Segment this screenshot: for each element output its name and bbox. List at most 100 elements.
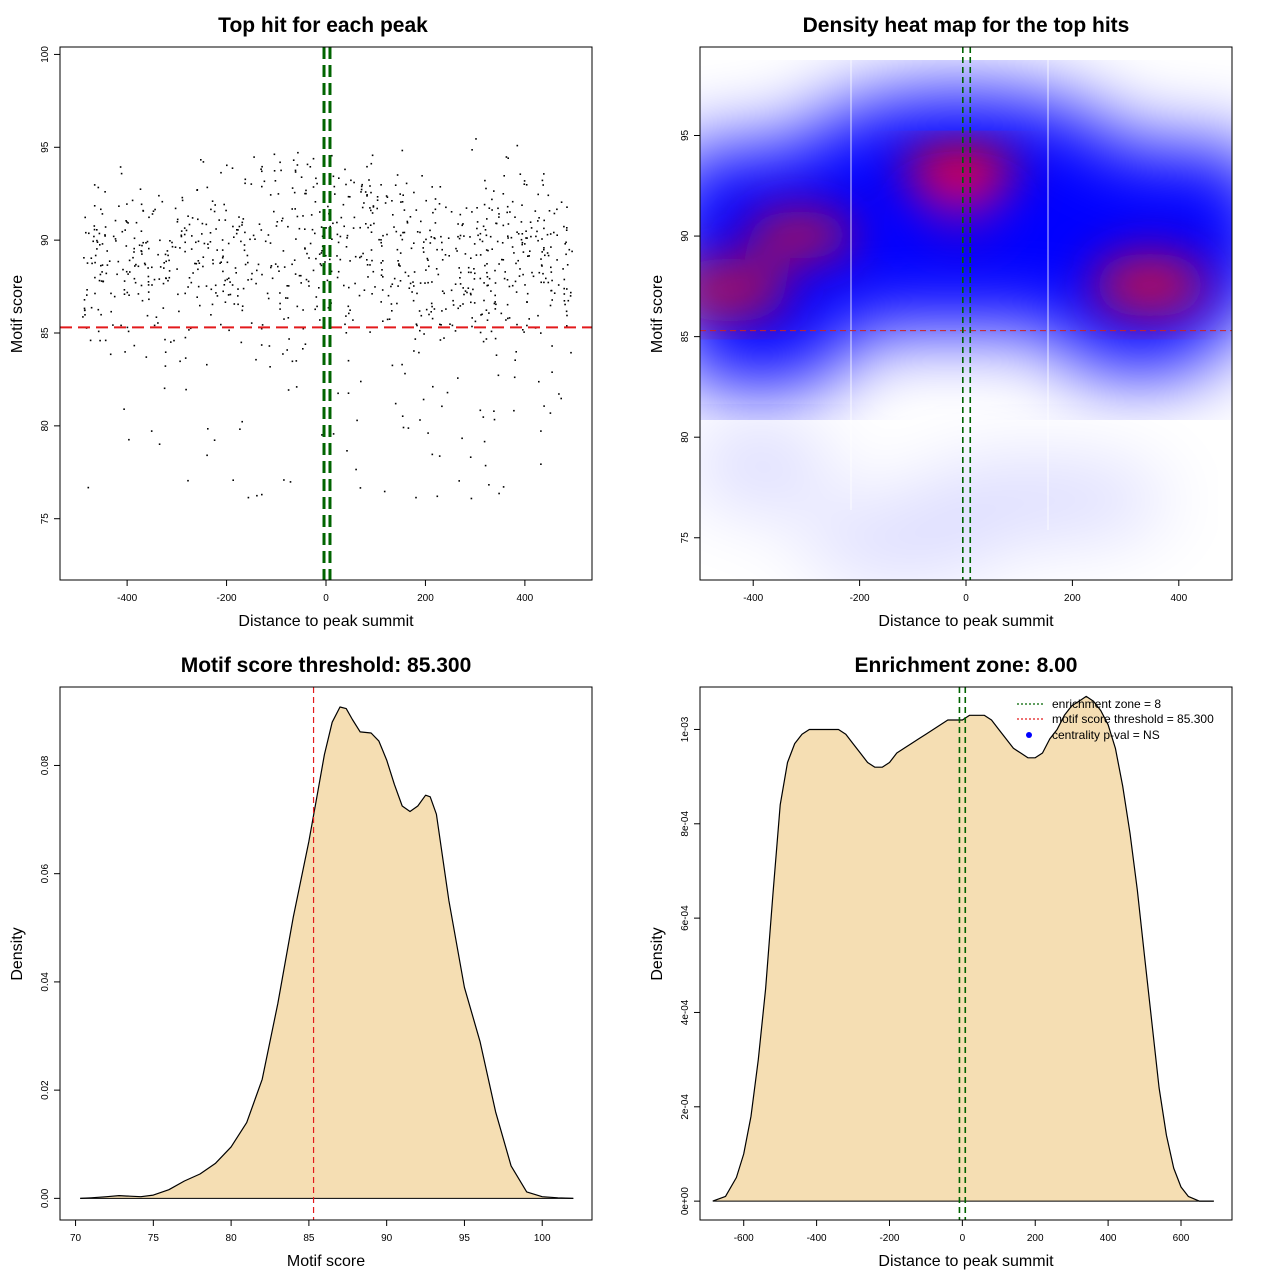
scatter-point: [287, 225, 289, 228]
scatter-point: [116, 273, 118, 276]
scatter-point: [407, 275, 410, 277]
scatter-point: [519, 173, 522, 175]
scatter-point: [433, 308, 436, 310]
scatter-point: [237, 288, 239, 290]
scatter-point: [321, 250, 323, 252]
scatter-point: [458, 237, 461, 240]
scatter-point: [365, 223, 367, 225]
score-density-panel: Motif score threshold: 85.300 Motif scor…: [9, 654, 593, 1270]
scatter-point: [459, 277, 461, 279]
scatter-point: [178, 310, 180, 313]
scatter-point: [224, 301, 227, 303]
scatter-point: [530, 235, 532, 238]
scatter-point: [376, 196, 379, 198]
scatter-point: [244, 231, 246, 234]
scatter-point: [199, 304, 201, 307]
scatter-point: [563, 287, 565, 290]
scatter-point: [206, 454, 208, 457]
scatter-point: [413, 271, 416, 273]
scatter-point: [180, 230, 183, 232]
scatter-point: [457, 235, 459, 238]
scatter-point: [431, 186, 433, 188]
scatter-point: [244, 178, 247, 181]
scatter-point: [295, 360, 298, 362]
scatter-point: [261, 185, 263, 188]
scatter-point: [516, 323, 518, 326]
scatter-point: [423, 241, 425, 243]
score-density-y-tick-label: 0.00: [40, 1188, 51, 1208]
scatter-point: [515, 291, 518, 293]
scatter-point: [271, 277, 274, 280]
scatter-point: [540, 264, 543, 266]
scatter-point: [404, 271, 407, 274]
scatter-point: [542, 184, 544, 186]
scatter-point: [125, 245, 128, 247]
scatter-point: [84, 309, 86, 311]
scatter-point: [211, 303, 214, 306]
scatter-point: [415, 496, 417, 499]
scatter-point: [346, 234, 349, 237]
scatter-point: [241, 221, 244, 224]
scatter-point: [235, 272, 237, 274]
scatter-point: [126, 203, 128, 205]
scatter-point: [349, 196, 351, 198]
scatter-point: [566, 325, 568, 327]
scatter-point: [362, 252, 364, 255]
scatter-x-tick-label: 0: [323, 593, 329, 604]
scatter-point: [346, 450, 348, 452]
scatter-point: [105, 272, 108, 275]
scatter-point: [112, 235, 115, 238]
scatter-point: [198, 262, 201, 264]
scatter-point: [246, 254, 249, 257]
scatter-point: [93, 235, 95, 238]
scatter-point: [114, 219, 117, 222]
scatter-point: [269, 366, 271, 368]
scatter-point: [441, 310, 443, 312]
scatter-point: [97, 186, 100, 189]
scatter-point: [523, 183, 526, 185]
scatter-point: [108, 260, 111, 262]
scatter-point: [190, 248, 193, 250]
scatter-point: [525, 184, 528, 186]
scatter-point: [171, 241, 173, 244]
scatter-point: [291, 187, 294, 189]
scatter-point: [202, 256, 205, 258]
scatter-point: [491, 248, 493, 250]
scatter-point: [292, 159, 295, 161]
scatter-point: [345, 315, 347, 317]
scatter-point: [346, 237, 348, 239]
scatter-point: [537, 220, 539, 222]
scatter-point: [157, 322, 159, 324]
scatter-x-tick-label: -400: [117, 593, 137, 604]
scatter-point: [325, 227, 327, 229]
scatter-point: [87, 486, 90, 489]
scatter-point: [418, 310, 421, 312]
scatter-point: [134, 265, 136, 267]
heatmap-density-surface: [700, 47, 1232, 580]
score-density-x-tick-label: 90: [381, 1233, 393, 1244]
scatter-point: [339, 258, 342, 261]
scatter-point: [482, 340, 485, 343]
scatter-point: [381, 245, 383, 247]
scatter-point: [181, 196, 184, 199]
scatter-point: [94, 261, 96, 264]
scatter-point: [338, 177, 340, 179]
scatter-point: [306, 163, 309, 166]
scatter-point: [380, 274, 383, 276]
scatter-point: [422, 251, 425, 253]
scatter-point: [280, 169, 282, 172]
scatter-point: [165, 260, 167, 263]
scatter-point: [126, 326, 129, 329]
scatter-point: [275, 225, 278, 227]
scatter-point: [140, 203, 143, 206]
scatter-point: [229, 293, 232, 296]
distance-density-curve: [712, 695, 1214, 1202]
scatter-point: [461, 437, 463, 440]
scatter-point: [223, 284, 226, 286]
scatter-point: [411, 291, 413, 293]
scatter-point: [241, 305, 244, 307]
scatter-point: [83, 307, 86, 310]
scatter-point: [553, 292, 556, 294]
scatter-point: [312, 186, 315, 188]
scatter-point: [498, 263, 500, 265]
